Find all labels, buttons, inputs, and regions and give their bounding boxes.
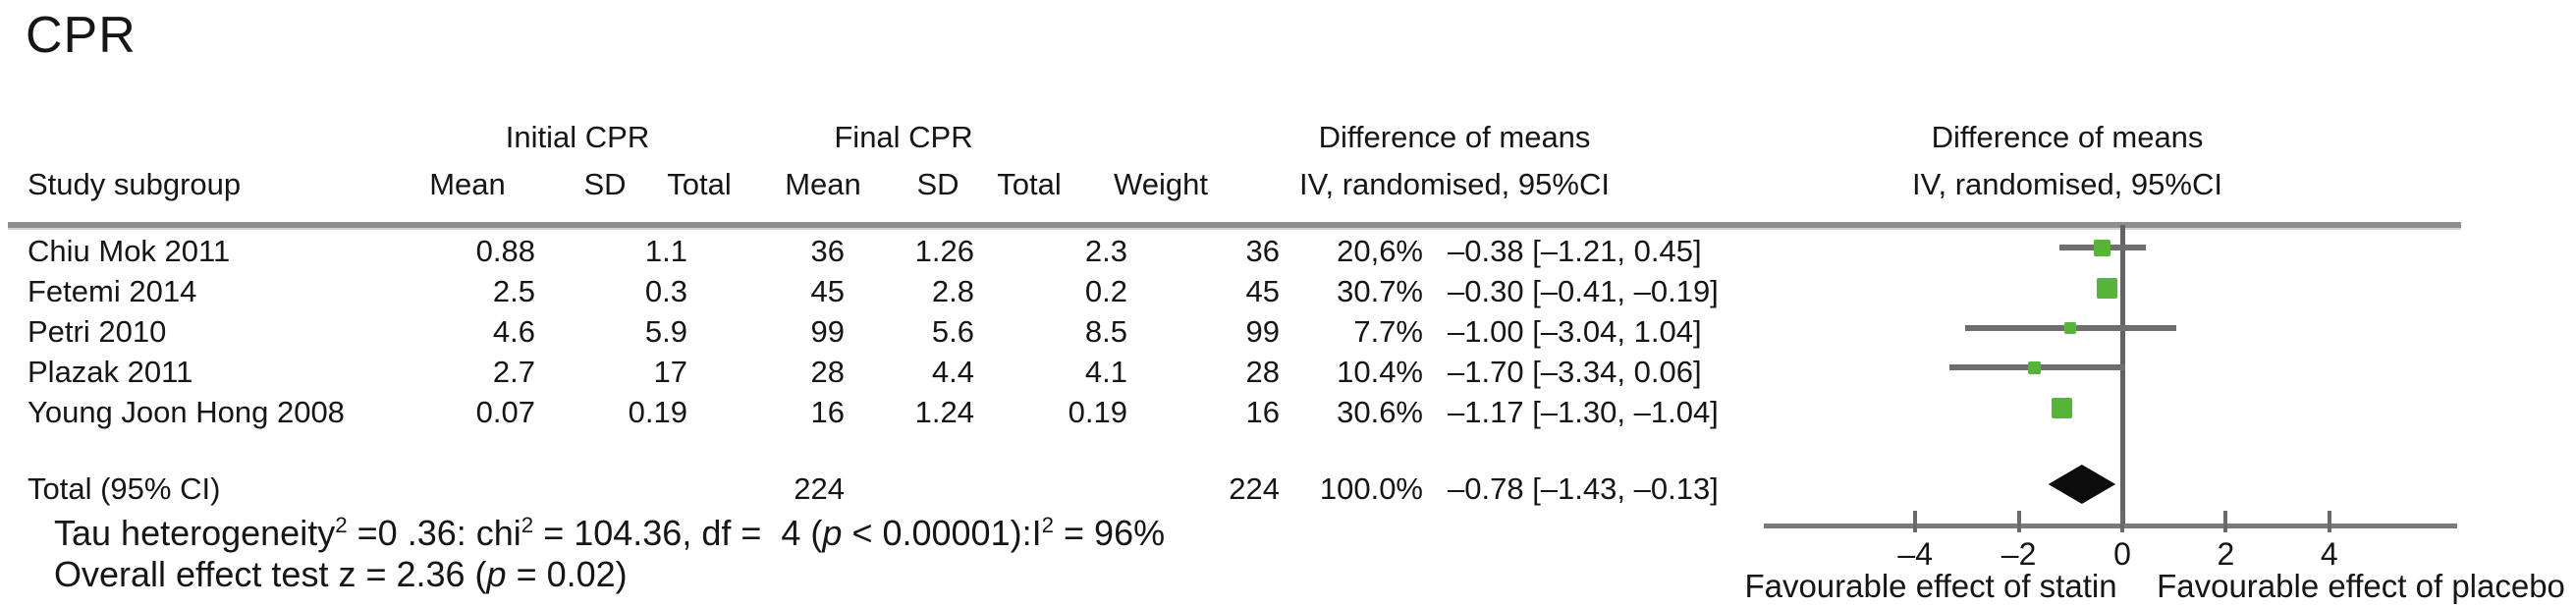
axis-tick	[1913, 511, 1918, 532]
header-iv-ci-left: IV, randomised, 95%CI	[1299, 167, 1610, 201]
axis-tick	[2120, 511, 2124, 532]
cell-initial-sd: 5.9	[644, 314, 687, 349]
cell-final-total: 28	[1245, 355, 1280, 389]
header-initial-sd: SD	[583, 167, 627, 201]
axis-tick-label: 0	[2113, 536, 2131, 572]
axis-tick-label: –2	[2001, 536, 2037, 572]
axis-tick-label: 2	[2217, 536, 2235, 572]
total-ci-text: –0.78 [–1.43, –0.13]	[1448, 471, 1719, 506]
header-iv-ci-right: IV, randomised, 95%CI	[1912, 167, 2222, 201]
cell-initial-total: 45	[810, 274, 845, 308]
cell-initial-mean: 4.6	[492, 314, 535, 349]
header-initial-mean: Mean	[429, 167, 506, 201]
cell-final-total: 36	[1245, 234, 1280, 268]
cell-initial-sd: 0.19	[628, 395, 687, 429]
header-final-cpr: Final CPR	[834, 120, 973, 154]
header-diff-means-left: Difference of means	[1318, 120, 1591, 154]
study-name: Fetemi 2014	[27, 274, 197, 308]
header-final-total: Total	[997, 167, 1062, 201]
axis-tick	[2016, 511, 2021, 532]
axis-tick-label: 4	[2320, 536, 2338, 572]
cell-final-sd: 2.3	[1084, 234, 1127, 268]
cell-weight: 7.7%	[1353, 314, 1423, 349]
cell-final-mean: 4.4	[931, 355, 974, 389]
total-initial-n: 224	[794, 471, 845, 506]
cell-initial-total: 36	[810, 234, 845, 268]
cell-ci-text: –1.70 [–3.34, 0.06]	[1448, 355, 1702, 389]
cell-initial-sd: 0.3	[644, 274, 687, 308]
cell-final-total: 16	[1245, 395, 1280, 429]
header-diff-means-right: Difference of means	[1931, 120, 2204, 154]
effect-square	[2064, 322, 2077, 334]
axis-tick	[2327, 511, 2331, 532]
header-initial-total: Total	[667, 167, 732, 201]
axis-label-placebo: Favourable effect of placebo	[2157, 568, 2565, 604]
header-weight: Weight	[1114, 167, 1208, 201]
total-final-n: 224	[1229, 471, 1280, 506]
cell-initial-mean: 0.07	[475, 395, 535, 429]
cell-weight: 30.7%	[1337, 274, 1423, 308]
axis-label-statin: Favourable effect of statin	[1744, 568, 2117, 604]
cell-ci-text: –1.00 [–3.04, 1.04]	[1448, 314, 1702, 349]
cell-initial-mean: 2.5	[492, 274, 535, 308]
header-final-mean: Mean	[785, 167, 861, 201]
axis-tick-label: –4	[1897, 536, 1933, 572]
cell-final-mean: 1.24	[914, 395, 974, 429]
cell-ci-text: –0.38 [–1.21, 0.45]	[1448, 234, 1702, 268]
total-weight: 100.0%	[1319, 471, 1423, 506]
study-name: Young Joon Hong 2008	[27, 395, 345, 429]
cell-final-sd: 8.5	[1084, 314, 1127, 349]
cell-initial-sd: 1.1	[644, 234, 687, 268]
zero-line	[2120, 225, 2125, 527]
cell-final-mean: 2.8	[931, 274, 974, 308]
cell-ci-text: –1.17 [–1.30, –1.04]	[1448, 395, 1719, 429]
effect-square	[2096, 277, 2117, 299]
effect-square	[2094, 239, 2111, 256]
cell-final-sd: 0.19	[1068, 395, 1127, 429]
cell-weight: 30.6%	[1337, 395, 1423, 429]
effect-square	[2027, 360, 2041, 374]
cell-initial-sd: 17	[653, 355, 687, 389]
cell-initial-mean: 0.88	[475, 234, 535, 268]
study-name: Petri 2010	[27, 314, 167, 349]
cell-initial-total: 16	[810, 395, 845, 429]
cell-weight: 10.4%	[1337, 355, 1423, 389]
header-separator-line	[8, 222, 2461, 230]
cell-initial-total: 28	[810, 355, 845, 389]
cell-initial-mean: 2.7	[492, 355, 535, 389]
cell-final-sd: 0.2	[1084, 274, 1127, 308]
summary-diamond	[2048, 465, 2116, 504]
total-row-label: Total (95% CI)	[27, 471, 221, 506]
header-final-sd: SD	[916, 167, 959, 201]
cell-initial-total: 99	[810, 314, 845, 349]
heterogeneity-stats: Tau heterogeneity2 =0 .36: chi2 = 104.36…	[54, 513, 1166, 553]
header-initial-cpr: Initial CPR	[505, 120, 650, 154]
cell-final-mean: 1.26	[914, 234, 974, 268]
cell-final-mean: 5.6	[931, 314, 974, 349]
page-title: CPR	[26, 7, 137, 64]
study-name: Chiu Mok 2011	[27, 234, 231, 268]
x-axis-line	[1764, 524, 2457, 528]
cell-final-total: 99	[1245, 314, 1280, 349]
cell-final-total: 45	[1245, 274, 1280, 308]
axis-tick	[2223, 511, 2228, 532]
overall-effect-stats: Overall effect test z = 2.36 (p = 0.02)	[54, 554, 628, 594]
effect-square	[2051, 397, 2072, 418]
header-study-subgroup: Study subgroup	[27, 167, 242, 201]
cell-ci-text: –0.30 [–0.41, –0.19]	[1448, 274, 1719, 308]
cell-final-sd: 4.1	[1084, 355, 1127, 389]
cell-weight: 20,6%	[1337, 234, 1423, 268]
study-name: Plazak 2011	[27, 355, 193, 389]
